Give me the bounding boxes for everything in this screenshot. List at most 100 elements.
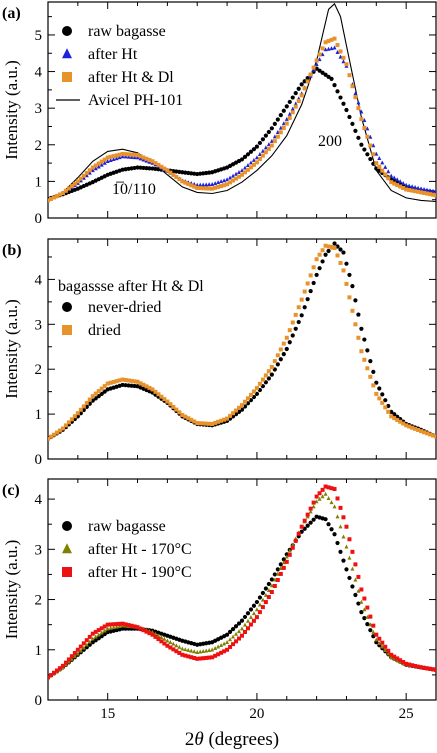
data-point xyxy=(177,644,182,649)
data-point xyxy=(219,179,224,184)
data-point xyxy=(275,134,280,139)
data-point xyxy=(248,392,253,397)
data-point xyxy=(254,144,260,149)
data-point xyxy=(141,165,146,171)
data-point xyxy=(99,626,104,631)
data-point xyxy=(69,654,74,659)
data-point xyxy=(213,645,218,650)
data-point xyxy=(257,610,262,615)
data-point xyxy=(266,146,271,151)
data-point xyxy=(341,534,346,539)
data-point xyxy=(413,184,418,189)
data-point xyxy=(192,184,197,189)
data-point xyxy=(93,638,98,643)
data-point xyxy=(380,400,385,405)
data-point xyxy=(210,186,215,191)
data-point xyxy=(117,152,122,157)
data-point xyxy=(108,625,113,630)
data-point xyxy=(51,195,56,200)
data-point xyxy=(341,59,346,64)
data-point xyxy=(126,152,131,157)
data-point xyxy=(305,79,310,84)
y-tick-label: 1 xyxy=(35,174,43,190)
data-point xyxy=(302,289,307,294)
data-point xyxy=(275,567,280,572)
data-point xyxy=(114,156,119,161)
data-point xyxy=(138,154,143,159)
data-point xyxy=(431,192,436,197)
data-point xyxy=(365,348,370,353)
data-point xyxy=(165,638,170,643)
series-0 xyxy=(48,241,436,441)
peak-annotation: 1̅0/110 xyxy=(112,181,156,198)
data-point xyxy=(422,187,427,192)
data-point xyxy=(281,108,286,113)
data-point xyxy=(57,666,62,671)
data-point xyxy=(132,379,137,384)
data-point xyxy=(269,590,274,595)
data-point xyxy=(63,423,68,428)
data-point xyxy=(293,101,298,106)
data-point xyxy=(308,273,313,278)
data-point xyxy=(231,411,236,416)
data-point xyxy=(338,247,343,252)
data-point xyxy=(362,607,367,612)
data-point xyxy=(407,183,412,188)
data-point xyxy=(242,399,247,404)
data-point xyxy=(228,180,233,185)
data-point xyxy=(102,384,107,389)
series-2 xyxy=(48,36,436,203)
data-point xyxy=(147,166,152,171)
data-point xyxy=(120,621,125,626)
legend: never-dried dried xyxy=(62,299,161,339)
series-2 xyxy=(48,484,436,680)
data-point xyxy=(356,106,361,111)
data-point xyxy=(287,99,292,105)
data-point xyxy=(189,183,194,188)
data-point xyxy=(389,652,394,657)
data-point xyxy=(242,622,247,627)
data-point xyxy=(326,485,331,490)
data-point xyxy=(228,644,233,649)
data-point xyxy=(222,178,227,183)
data-point xyxy=(111,625,116,630)
data-point xyxy=(84,638,89,643)
data-point xyxy=(338,260,343,265)
data-point xyxy=(129,623,134,628)
legend-marker xyxy=(62,26,72,36)
data-point xyxy=(425,187,430,192)
data-point xyxy=(153,389,158,394)
data-point xyxy=(380,392,385,397)
data-point xyxy=(251,603,257,608)
data-point xyxy=(416,185,421,190)
legend-marker xyxy=(62,567,72,577)
data-point xyxy=(344,107,349,113)
panel-b: 0 1 2 3 4 Intensity (a.u.) (b) bagassse after H… xyxy=(2,238,437,468)
data-point xyxy=(419,190,424,195)
data-point xyxy=(386,176,391,181)
data-point xyxy=(51,670,56,675)
data-point xyxy=(413,189,418,194)
y-tick-label: 5 xyxy=(35,28,43,44)
data-point xyxy=(237,629,242,634)
data-point xyxy=(410,188,415,193)
data-point xyxy=(320,259,325,264)
data-point xyxy=(392,181,397,186)
data-point xyxy=(165,399,170,404)
data-point xyxy=(329,76,334,81)
data-point xyxy=(338,524,343,529)
data-point xyxy=(395,183,400,188)
data-point xyxy=(407,188,412,193)
data-point xyxy=(272,583,277,588)
data-point xyxy=(296,531,301,536)
data-point xyxy=(317,266,322,271)
data-point xyxy=(66,186,71,191)
data-point xyxy=(123,622,128,627)
data-point xyxy=(84,400,89,405)
data-point xyxy=(192,649,197,654)
data-point xyxy=(266,376,271,381)
data-point xyxy=(284,121,289,126)
data-point xyxy=(299,297,304,302)
data-point xyxy=(302,518,307,523)
data-point xyxy=(428,192,433,197)
